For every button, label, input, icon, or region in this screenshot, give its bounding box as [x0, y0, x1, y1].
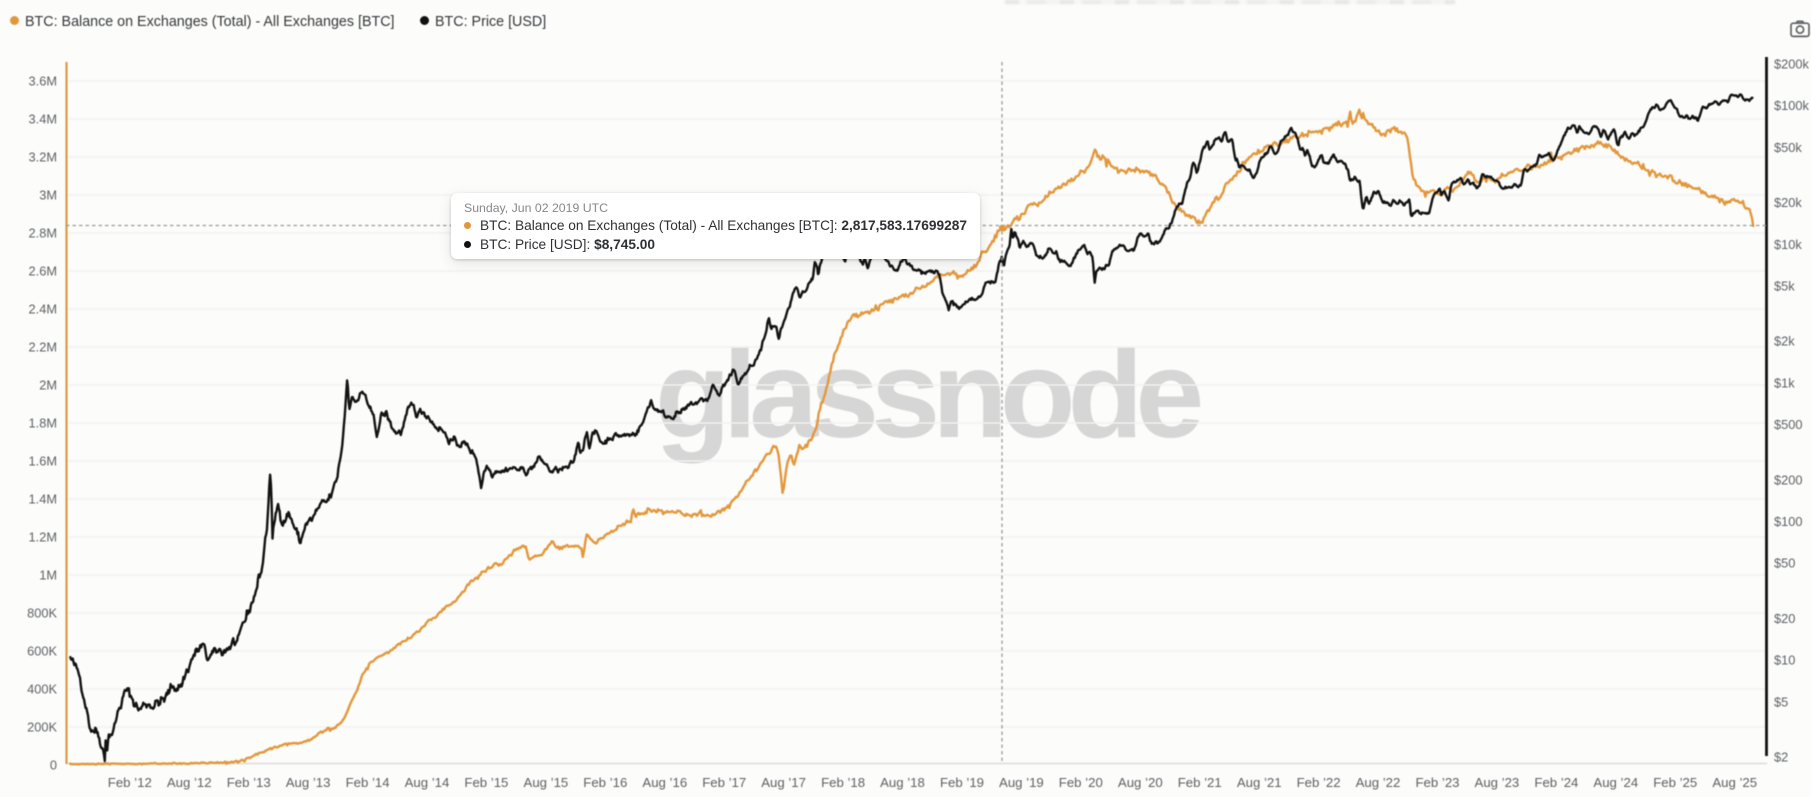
svg-text:Aug ’18: Aug ’18 — [880, 775, 925, 790]
svg-text:Feb ’17: Feb ’17 — [702, 775, 746, 790]
svg-text:$20: $20 — [1774, 611, 1795, 626]
svg-text:Aug ’13: Aug ’13 — [286, 775, 331, 790]
svg-text:Feb ’14: Feb ’14 — [346, 775, 390, 790]
svg-text:Aug ’24: Aug ’24 — [1593, 775, 1638, 790]
svg-text:Aug ’23: Aug ’23 — [1475, 775, 1520, 790]
svg-text:3.6M: 3.6M — [29, 74, 57, 89]
svg-text:$10: $10 — [1774, 653, 1795, 668]
svg-text:$5k: $5k — [1774, 279, 1795, 294]
svg-text:Aug ’25: Aug ’25 — [1712, 775, 1757, 790]
svg-text:Feb ’19: Feb ’19 — [940, 775, 984, 790]
svg-text:$50k: $50k — [1774, 140, 1802, 155]
svg-text:0: 0 — [50, 758, 57, 773]
svg-text:$2k: $2k — [1774, 334, 1795, 349]
svg-text:$500: $500 — [1774, 417, 1802, 432]
svg-text:$50: $50 — [1774, 556, 1795, 571]
svg-text:Aug ’16: Aug ’16 — [642, 775, 687, 790]
svg-text:$20k: $20k — [1774, 195, 1802, 210]
svg-text:Aug ’22: Aug ’22 — [1356, 775, 1401, 790]
svg-text:Aug ’14: Aug ’14 — [405, 775, 450, 790]
svg-text:$100: $100 — [1774, 514, 1802, 529]
svg-text:Aug ’19: Aug ’19 — [999, 775, 1044, 790]
svg-text:Aug ’21: Aug ’21 — [1237, 775, 1282, 790]
svg-text:$10k: $10k — [1774, 237, 1802, 252]
svg-text:3M: 3M — [39, 188, 57, 203]
svg-text:Feb ’24: Feb ’24 — [1534, 775, 1578, 790]
svg-text:2M: 2M — [39, 378, 57, 393]
svg-text:Aug ’17: Aug ’17 — [761, 775, 806, 790]
svg-text:Feb ’12: Feb ’12 — [108, 775, 152, 790]
svg-text:$100k: $100k — [1774, 98, 1809, 113]
svg-text:Aug ’15: Aug ’15 — [524, 775, 569, 790]
svg-text:$1k: $1k — [1774, 375, 1795, 390]
svg-text:Feb ’18: Feb ’18 — [821, 775, 865, 790]
svg-text:2.4M: 2.4M — [29, 302, 57, 317]
svg-text:600K: 600K — [27, 644, 57, 659]
svg-text:$5: $5 — [1774, 694, 1788, 709]
svg-text:Feb ’23: Feb ’23 — [1416, 775, 1460, 790]
svg-text:Aug ’12: Aug ’12 — [167, 775, 212, 790]
svg-text:3.4M: 3.4M — [29, 112, 57, 127]
svg-text:Feb ’15: Feb ’15 — [464, 775, 508, 790]
svg-text:Aug ’20: Aug ’20 — [1118, 775, 1163, 790]
svg-text:3.2M: 3.2M — [29, 150, 57, 165]
svg-text:1.8M: 1.8M — [29, 416, 57, 431]
svg-text:Feb ’20: Feb ’20 — [1059, 775, 1103, 790]
svg-text:1M: 1M — [39, 568, 57, 583]
svg-text:Feb ’25: Feb ’25 — [1653, 775, 1697, 790]
svg-text:Feb ’22: Feb ’22 — [1297, 775, 1341, 790]
svg-text:2.2M: 2.2M — [29, 340, 57, 355]
svg-text:400K: 400K — [27, 682, 57, 697]
svg-text:$200k: $200k — [1774, 57, 1809, 72]
svg-text:1.6M: 1.6M — [29, 454, 57, 469]
svg-text:Feb ’21: Feb ’21 — [1178, 775, 1222, 790]
svg-text:Feb ’16: Feb ’16 — [583, 775, 627, 790]
svg-text:1.2M: 1.2M — [29, 530, 57, 545]
svg-text:2.8M: 2.8M — [29, 226, 57, 241]
svg-text:1.4M: 1.4M — [29, 492, 57, 507]
svg-text:800K: 800K — [27, 606, 57, 621]
svg-text:$200: $200 — [1774, 472, 1802, 487]
svg-text:Feb ’13: Feb ’13 — [227, 775, 271, 790]
svg-text:2.6M: 2.6M — [29, 264, 57, 279]
svg-text:200K: 200K — [27, 720, 57, 735]
svg-text:$2: $2 — [1774, 750, 1788, 765]
